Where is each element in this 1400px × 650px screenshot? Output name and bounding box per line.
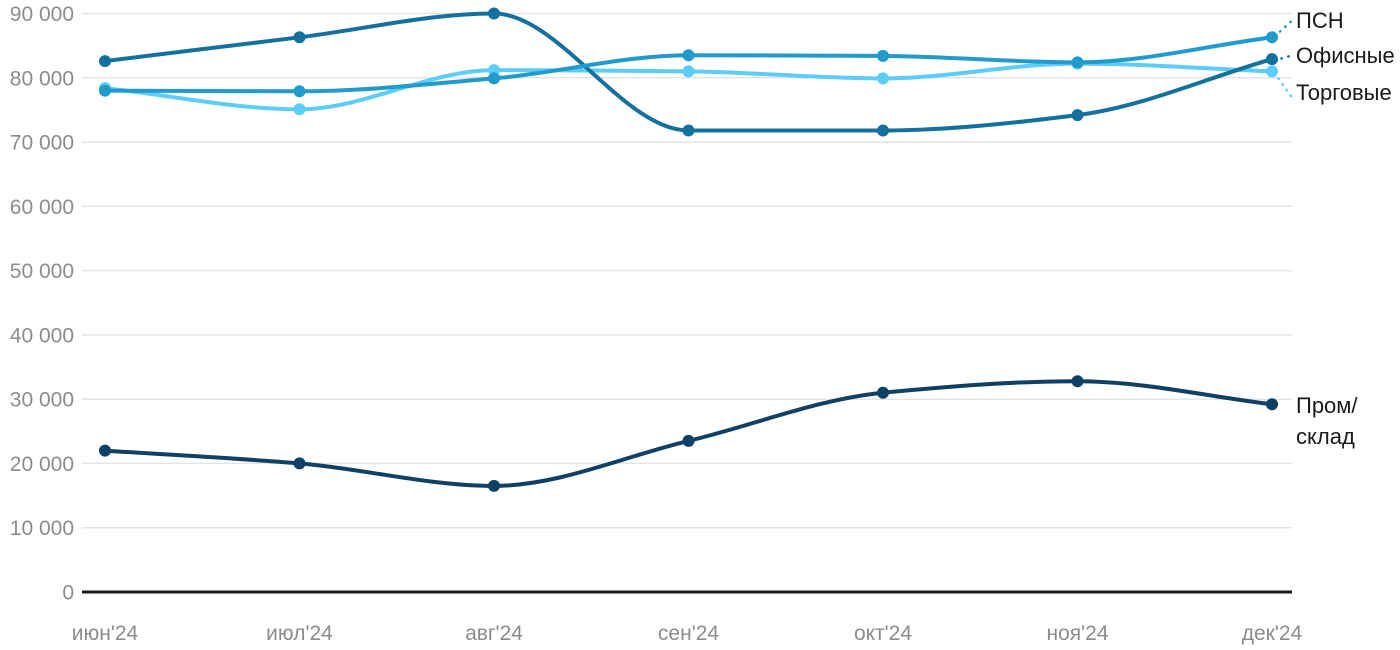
series-label-torgovye: Торговые bbox=[1296, 80, 1392, 105]
y-tick-label-80000: 80 000 bbox=[10, 67, 74, 90]
y-tick-label-0: 0 bbox=[62, 582, 74, 605]
data-point-ofisnye-4[interactable] bbox=[877, 124, 889, 137]
data-point-prom_sklad-4[interactable] bbox=[877, 386, 889, 399]
y-tick-label-60000: 60 000 bbox=[10, 196, 74, 219]
x-tick-label-5: ноя'24 bbox=[1046, 622, 1108, 645]
x-tick-label-3: сен'24 bbox=[658, 622, 719, 645]
data-point-prom_sklad-0[interactable] bbox=[99, 444, 111, 457]
data-point-psn-4[interactable] bbox=[877, 49, 889, 62]
series-label-prom_sklad: Пром/склад bbox=[1296, 393, 1358, 449]
data-point-prom_sklad-5[interactable] bbox=[1071, 375, 1084, 388]
y-tick-label-50000: 50 000 bbox=[10, 260, 74, 283]
series-label-ofisnye: Офисные bbox=[1296, 43, 1395, 68]
data-point-ofisnye-0[interactable] bbox=[99, 55, 111, 68]
data-point-torgovye-4[interactable] bbox=[877, 72, 889, 85]
y-tick-label-10000: 10 000 bbox=[10, 517, 74, 540]
x-tick-label-6: дек'24 bbox=[1242, 622, 1303, 645]
data-point-prom_sklad-2[interactable] bbox=[488, 479, 500, 492]
data-point-prom_sklad-6[interactable] bbox=[1266, 398, 1278, 411]
data-point-psn-6[interactable] bbox=[1266, 31, 1278, 44]
data-point-psn-0[interactable] bbox=[99, 84, 111, 97]
y-tick-label-30000: 30 000 bbox=[10, 389, 74, 412]
data-point-torgovye-2[interactable] bbox=[488, 64, 500, 77]
y-tick-label-40000: 40 000 bbox=[10, 324, 74, 347]
legend-leader-ofisnye bbox=[1280, 54, 1292, 60]
series-torgovye: Торговые bbox=[99, 57, 1392, 116]
data-point-torgovye-3[interactable] bbox=[682, 65, 695, 78]
data-point-ofisnye-6[interactable] bbox=[1266, 53, 1278, 66]
x-tick-label-0: июн'24 bbox=[72, 622, 139, 645]
series-line-prom_sklad bbox=[103, 379, 1274, 488]
y-tick-label-90000: 90 000 bbox=[10, 3, 74, 26]
y-tick-label-20000: 20 000 bbox=[10, 453, 74, 476]
series-prom_sklad: Пром/склад bbox=[99, 375, 1358, 492]
data-point-psn-3[interactable] bbox=[682, 49, 695, 62]
data-point-psn-5[interactable] bbox=[1071, 56, 1084, 69]
y-tick-label-70000: 70 000 bbox=[10, 132, 74, 155]
data-point-torgovye-1[interactable] bbox=[293, 103, 306, 116]
series-label-psn: ПСН bbox=[1296, 8, 1344, 33]
legend-leader-torgovye bbox=[1277, 77, 1295, 101]
data-point-ofisnye-2[interactable] bbox=[488, 7, 500, 20]
legend-leader-psn bbox=[1278, 19, 1294, 33]
data-point-prom_sklad-3[interactable] bbox=[682, 434, 695, 447]
data-point-ofisnye-5[interactable] bbox=[1071, 109, 1084, 122]
data-point-ofisnye-1[interactable] bbox=[293, 31, 306, 44]
data-point-psn-1[interactable] bbox=[293, 85, 306, 98]
x-tick-label-1: июл'24 bbox=[266, 622, 333, 645]
x-tick-label-4: окт'24 bbox=[854, 622, 912, 645]
data-point-ofisnye-3[interactable] bbox=[682, 124, 695, 137]
data-point-psn-2[interactable] bbox=[488, 72, 500, 85]
x-tick-label-2: авг'24 bbox=[465, 622, 523, 645]
data-point-prom_sklad-1[interactable] bbox=[293, 457, 306, 470]
series-psn: ПСН bbox=[99, 8, 1344, 98]
series-ofisnye: Офисные bbox=[99, 7, 1395, 137]
data-point-torgovye-6[interactable] bbox=[1266, 65, 1278, 78]
